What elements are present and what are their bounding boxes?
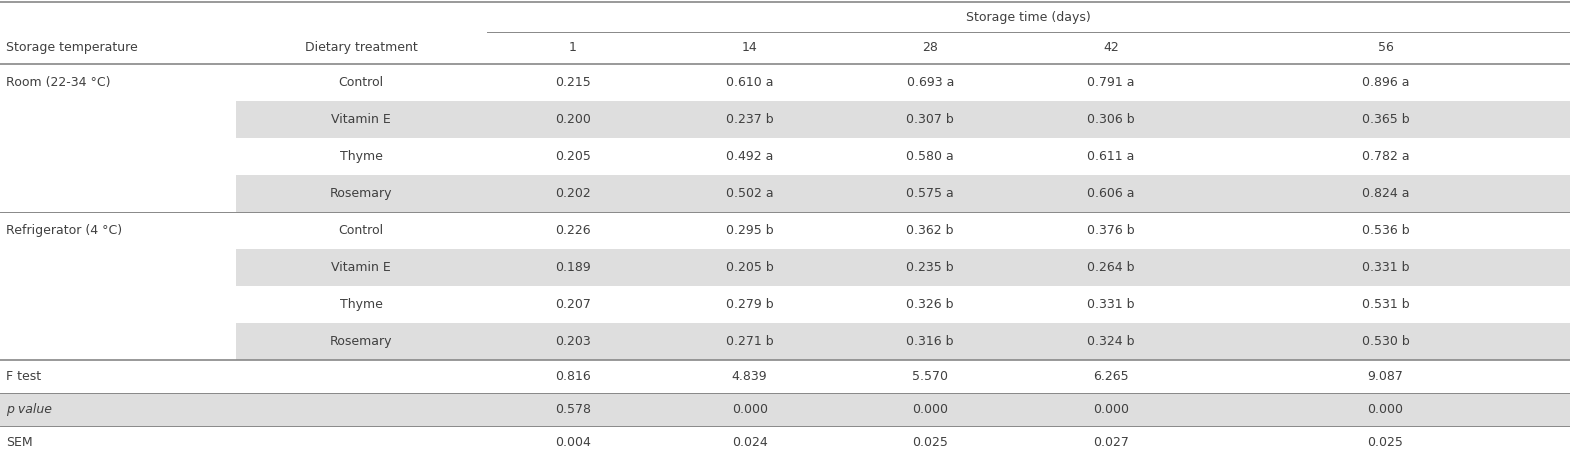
Text: Vitamin E: Vitamin E [331, 113, 391, 126]
Text: 0.024: 0.024 [732, 436, 768, 449]
Text: 28: 28 [922, 41, 939, 54]
Text: 0.782 a: 0.782 a [1361, 150, 1410, 163]
Text: 0.536 b: 0.536 b [1361, 224, 1410, 237]
Text: 0.203: 0.203 [556, 335, 590, 348]
Text: p value: p value [6, 403, 52, 416]
Bar [236, 101, 1570, 138]
Bar [236, 323, 1570, 360]
Text: 0.606 a: 0.606 a [1086, 187, 1135, 200]
Text: 14: 14 [741, 41, 758, 54]
Text: 0.202: 0.202 [556, 187, 590, 200]
Text: 0.000: 0.000 [1093, 403, 1129, 416]
Text: 0.027: 0.027 [1093, 436, 1129, 449]
Text: Rosemary: Rosemary [330, 187, 392, 200]
Text: 4.839: 4.839 [732, 370, 768, 383]
Text: 5.570: 5.570 [912, 370, 948, 383]
Text: F test: F test [6, 370, 41, 383]
Text: 0.264 b: 0.264 b [1086, 261, 1135, 274]
Text: Storage temperature: Storage temperature [6, 41, 138, 54]
Text: 0.362 b: 0.362 b [906, 224, 955, 237]
Text: 0.693 a: 0.693 a [906, 76, 955, 89]
Text: 0.492 a: 0.492 a [725, 150, 774, 163]
Text: 0.331 b: 0.331 b [1086, 298, 1135, 311]
Text: 56: 56 [1377, 41, 1394, 54]
Text: 0.235 b: 0.235 b [906, 261, 955, 274]
Text: 0.226: 0.226 [556, 224, 590, 237]
Text: 0.610 a: 0.610 a [725, 76, 774, 89]
Text: 0.502 a: 0.502 a [725, 187, 774, 200]
Text: 0.316 b: 0.316 b [906, 335, 955, 348]
Text: 0.326 b: 0.326 b [906, 298, 955, 311]
Text: 0.530 b: 0.530 b [1361, 335, 1410, 348]
Text: 0.279 b: 0.279 b [725, 298, 774, 311]
Text: 0.025: 0.025 [1367, 436, 1404, 449]
Text: Storage time (days): Storage time (days) [966, 10, 1091, 24]
Text: 0.004: 0.004 [556, 436, 590, 449]
Text: 0.824 a: 0.824 a [1361, 187, 1410, 200]
Text: 0.000: 0.000 [1367, 403, 1404, 416]
Bar [0, 393, 1570, 426]
Text: Refrigerator (4 °C): Refrigerator (4 °C) [6, 224, 122, 237]
Text: 0.365 b: 0.365 b [1361, 113, 1410, 126]
Text: 0.205 b: 0.205 b [725, 261, 774, 274]
Text: Thyme: Thyme [339, 298, 383, 311]
Text: 0.237 b: 0.237 b [725, 113, 774, 126]
Text: 0.324 b: 0.324 b [1086, 335, 1135, 348]
Text: 0.580 a: 0.580 a [906, 150, 955, 163]
Text: 0.000: 0.000 [912, 403, 948, 416]
Text: Thyme: Thyme [339, 150, 383, 163]
Text: 6.265: 6.265 [1093, 370, 1129, 383]
Text: 0.331 b: 0.331 b [1361, 261, 1410, 274]
Text: 0.000: 0.000 [732, 403, 768, 416]
Text: 0.271 b: 0.271 b [725, 335, 774, 348]
Bar [236, 249, 1570, 286]
Text: 0.376 b: 0.376 b [1086, 224, 1135, 237]
Text: SEM: SEM [6, 436, 33, 449]
Text: 0.215: 0.215 [556, 76, 590, 89]
Text: 0.791 a: 0.791 a [1086, 76, 1135, 89]
Text: 0.025: 0.025 [912, 436, 948, 449]
Text: 1: 1 [568, 41, 578, 54]
Text: Control: Control [339, 224, 383, 237]
Text: 42: 42 [1102, 41, 1119, 54]
Text: 0.575 a: 0.575 a [906, 187, 955, 200]
Text: 0.896 a: 0.896 a [1361, 76, 1410, 89]
Text: 0.200: 0.200 [556, 113, 590, 126]
Text: 0.307 b: 0.307 b [906, 113, 955, 126]
Text: 0.816: 0.816 [556, 370, 590, 383]
Text: 0.531 b: 0.531 b [1361, 298, 1410, 311]
Text: 0.306 b: 0.306 b [1086, 113, 1135, 126]
Text: Room (22-34 °C): Room (22-34 °C) [6, 76, 111, 89]
Text: 0.207: 0.207 [556, 298, 590, 311]
Text: Control: Control [339, 76, 383, 89]
Text: 9.087: 9.087 [1367, 370, 1404, 383]
Text: 0.611 a: 0.611 a [1086, 150, 1135, 163]
Text: 0.578: 0.578 [556, 403, 590, 416]
Text: 0.295 b: 0.295 b [725, 224, 774, 237]
Text: 0.205: 0.205 [556, 150, 590, 163]
Text: Dietary treatment: Dietary treatment [305, 41, 418, 54]
Text: 0.189: 0.189 [556, 261, 590, 274]
Text: Rosemary: Rosemary [330, 335, 392, 348]
Bar [236, 175, 1570, 212]
Text: Vitamin E: Vitamin E [331, 261, 391, 274]
